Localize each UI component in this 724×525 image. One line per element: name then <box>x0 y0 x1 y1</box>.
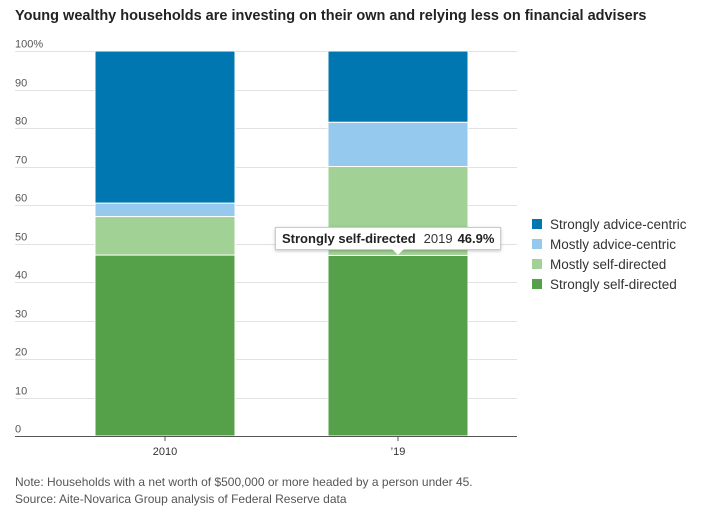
y-tick-label: 40 <box>15 270 27 282</box>
legend-item[interactable]: Strongly self-directed <box>532 274 687 294</box>
legend-swatch <box>532 239 542 249</box>
legend-item[interactable]: Mostly self-directed <box>532 254 687 274</box>
x-tick-label: ’19 <box>391 446 406 458</box>
y-tick-label: 30 <box>15 309 27 321</box>
y-tick-label: 60 <box>15 193 27 205</box>
tooltip: Strongly self-directed 2019 46.9% <box>275 227 502 255</box>
legend-swatch <box>532 259 542 269</box>
legend-label: Strongly advice-centric <box>550 216 687 232</box>
y-tick-label: 100% <box>15 39 43 51</box>
y-tick-label: 0 <box>15 424 21 436</box>
legend-label: Strongly self-directed <box>550 276 677 292</box>
legend-swatch <box>532 219 542 229</box>
bar-segment[interactable] <box>327 121 469 167</box>
chart-title: Young wealthy households are investing o… <box>15 8 647 24</box>
bars <box>94 50 469 437</box>
stacked-bar-chart: 0 10 20 30 40 50 60 70 80 90 100% 2010 ’19 <box>15 39 517 458</box>
source-text: Source: Aite-Novarica Group analysis of … <box>15 492 347 506</box>
note-text: Note: Households with a net worth of $50… <box>15 475 473 489</box>
bar-segment[interactable] <box>327 50 469 123</box>
x-tick-label: 2010 <box>153 446 177 458</box>
tooltip-series: Strongly self-directed <box>282 231 416 246</box>
tooltip-year: 2019 <box>423 231 453 246</box>
y-tick-label: 70 <box>15 155 27 167</box>
tooltip-value: 46.9% <box>457 231 495 246</box>
bar-segment[interactable] <box>94 254 236 437</box>
bar-segment[interactable] <box>94 202 236 218</box>
footnotes: Note: Households with a net worth of $50… <box>15 474 473 508</box>
x-axis-ticks: 2010 ’19 <box>153 436 406 458</box>
y-tick-label: 10 <box>15 386 27 398</box>
legend-item[interactable]: Mostly advice-centric <box>532 234 687 254</box>
legend-label: Mostly advice-centric <box>550 236 677 252</box>
y-tick-label: 20 <box>15 347 27 359</box>
y-tick-label: 80 <box>15 116 27 128</box>
bar-segment[interactable] <box>94 216 236 256</box>
y-axis-ticks: 0 10 20 30 40 50 60 70 80 90 100% <box>15 39 43 436</box>
legend-swatch <box>532 279 542 289</box>
legend: Strongly advice-centric Mostly advice-cen… <box>532 214 687 294</box>
bar-segment[interactable] <box>327 254 469 437</box>
legend-item[interactable]: Strongly advice-centric <box>532 214 687 234</box>
y-tick-label: 50 <box>15 232 27 244</box>
y-tick-label: 90 <box>15 78 27 90</box>
legend-label: Mostly self-directed <box>550 256 667 272</box>
bar-segment[interactable] <box>94 50 236 204</box>
